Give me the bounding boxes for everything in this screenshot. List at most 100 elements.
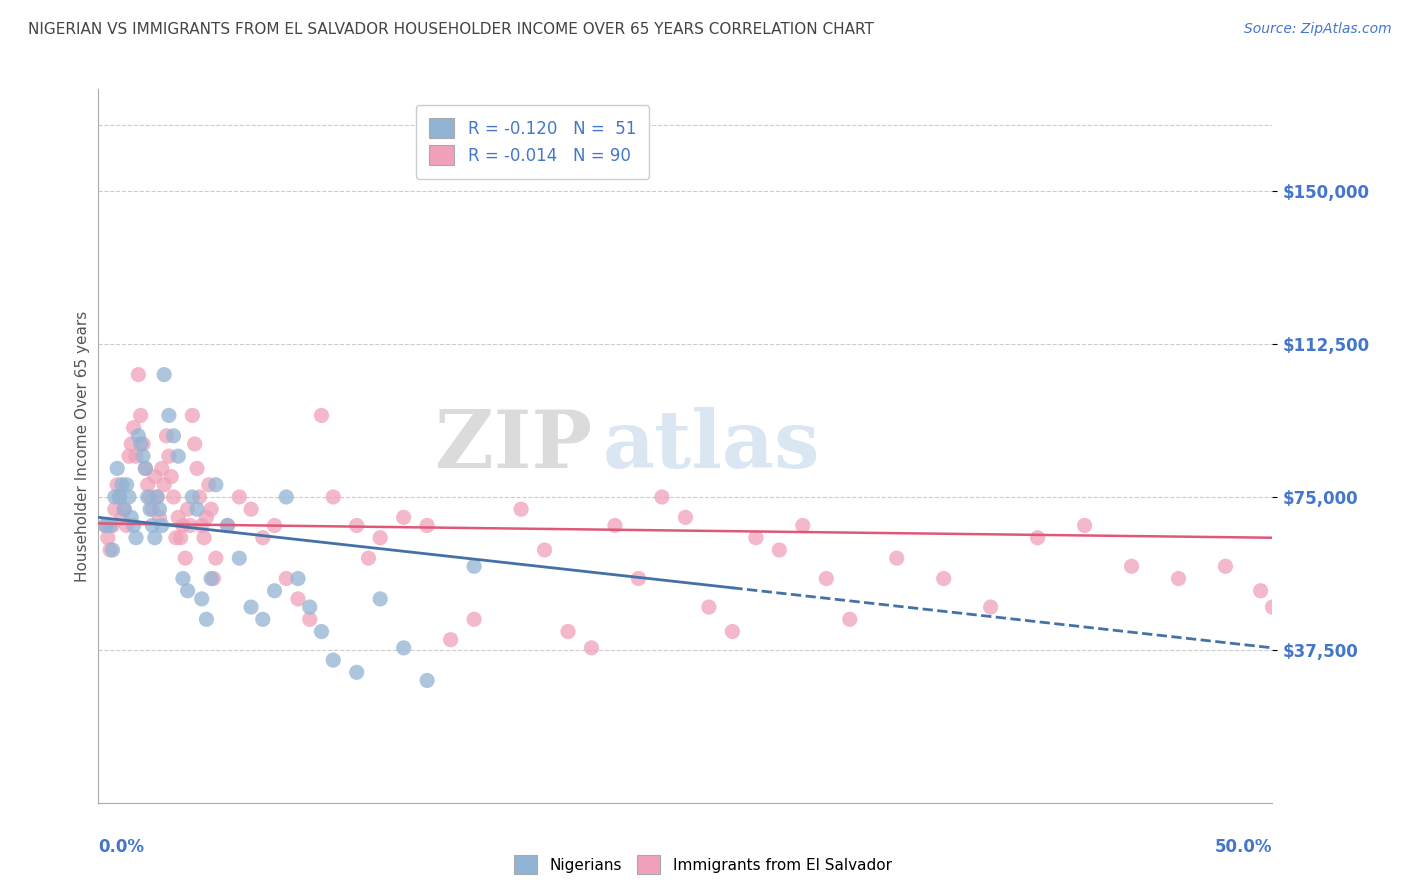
Point	[148, 502, 170, 516]
Point	[193, 531, 215, 545]
Point	[190, 518, 212, 533]
Point	[287, 572, 309, 586]
Text: Source: ZipAtlas.com: Source: ZipAtlas.com	[1244, 22, 1392, 37]
Point	[276, 490, 298, 504]
Point	[311, 624, 333, 639]
Point	[111, 477, 134, 491]
Point	[240, 600, 263, 615]
Point	[134, 461, 156, 475]
Point	[127, 429, 149, 443]
Point	[176, 502, 198, 516]
Point	[174, 551, 197, 566]
Point	[104, 502, 127, 516]
Point	[202, 572, 225, 586]
Point	[675, 510, 697, 524]
Point	[108, 490, 131, 504]
Point	[115, 518, 138, 533]
Point	[533, 543, 555, 558]
Point	[162, 429, 184, 443]
Point	[112, 502, 135, 516]
Point	[815, 572, 838, 586]
Point	[146, 490, 169, 504]
Point	[141, 518, 163, 533]
Point	[346, 518, 368, 533]
Point	[886, 551, 908, 566]
Point	[167, 449, 190, 463]
Point	[160, 469, 183, 483]
Point	[157, 449, 180, 463]
Point	[697, 600, 720, 615]
Point	[179, 518, 201, 533]
Point	[581, 640, 603, 655]
Point	[1250, 583, 1272, 598]
Point	[120, 437, 142, 451]
Point	[1261, 600, 1284, 615]
Point	[143, 469, 166, 483]
Point	[195, 612, 218, 626]
Legend: Nigerians, Immigrants from El Salvador: Nigerians, Immigrants from El Salvador	[509, 849, 897, 880]
Point	[416, 673, 439, 688]
Point	[155, 429, 177, 443]
Point	[463, 559, 485, 574]
Point	[94, 518, 117, 533]
Point	[263, 518, 285, 533]
Point	[98, 518, 121, 533]
Point	[1073, 518, 1095, 533]
Point	[651, 490, 673, 504]
Point	[627, 572, 650, 586]
Point	[183, 437, 205, 451]
Point	[186, 502, 208, 516]
Text: NIGERIAN VS IMMIGRANTS FROM EL SALVADOR HOUSEHOLDER INCOME OVER 65 YEARS CORRELA: NIGERIAN VS IMMIGRANTS FROM EL SALVADOR …	[28, 22, 875, 37]
Point	[150, 461, 173, 475]
Point	[111, 510, 134, 524]
Point	[153, 477, 176, 491]
Point	[392, 640, 415, 655]
Point	[146, 490, 169, 504]
Point	[141, 502, 163, 516]
Point	[603, 518, 626, 533]
Point	[276, 572, 298, 586]
Point	[125, 449, 148, 463]
Point	[311, 409, 333, 423]
Point	[139, 502, 162, 516]
Text: 50.0%: 50.0%	[1215, 838, 1272, 856]
Point	[132, 449, 155, 463]
Point	[252, 612, 274, 626]
Point	[463, 612, 485, 626]
Point	[169, 531, 191, 545]
Point	[1026, 531, 1049, 545]
Point	[157, 409, 180, 423]
Point	[416, 518, 439, 533]
Point	[104, 490, 127, 504]
Point	[129, 437, 152, 451]
Point	[186, 461, 208, 475]
Point	[368, 531, 391, 545]
Point	[101, 543, 124, 558]
Point	[120, 510, 142, 524]
Point	[172, 518, 194, 533]
Point	[252, 531, 274, 545]
Point	[115, 477, 138, 491]
Point	[392, 510, 415, 524]
Point	[263, 583, 285, 598]
Point	[134, 461, 156, 475]
Text: 0.0%: 0.0%	[98, 838, 145, 856]
Legend: R = -0.120   N =  51, R = -0.014   N = 90: R = -0.120 N = 51, R = -0.014 N = 90	[416, 104, 650, 178]
Point	[439, 632, 461, 647]
Point	[132, 437, 155, 451]
Point	[108, 490, 131, 504]
Point	[195, 510, 218, 524]
Point	[200, 572, 222, 586]
Point	[200, 502, 222, 516]
Point	[228, 490, 250, 504]
Point	[148, 510, 170, 524]
Point	[322, 653, 344, 667]
Point	[127, 368, 149, 382]
Point	[105, 477, 128, 491]
Point	[136, 490, 159, 504]
Point	[118, 449, 141, 463]
Point	[129, 409, 152, 423]
Point	[150, 518, 173, 533]
Point	[298, 600, 321, 615]
Point	[101, 518, 124, 533]
